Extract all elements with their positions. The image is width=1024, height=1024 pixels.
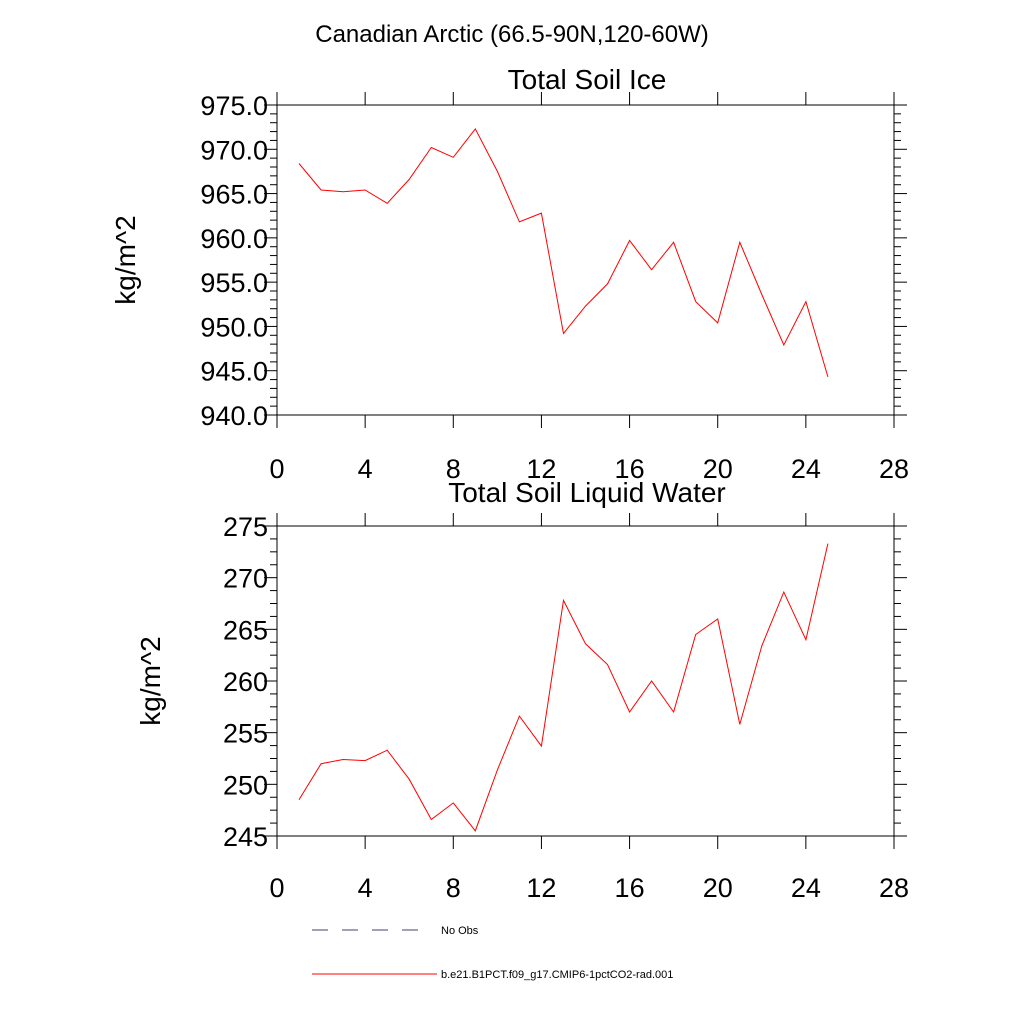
panel-title: Total Soil Liquid Water bbox=[448, 477, 726, 508]
y-tick-label: 970.0 bbox=[200, 135, 268, 165]
y-tick-label: 975.0 bbox=[200, 91, 268, 121]
y-tick-label: 255 bbox=[223, 719, 268, 749]
y-tick-label: 955.0 bbox=[200, 268, 268, 298]
x-tick-label: 24 bbox=[791, 454, 821, 484]
panel-title: Total Soil Ice bbox=[508, 64, 667, 95]
legend-label: No Obs bbox=[441, 925, 479, 937]
x-tick-label: 4 bbox=[358, 873, 373, 903]
legend-label: b.e21.B1PCT.f09_g17.CMIP6-1pctCO2-rad.00… bbox=[441, 969, 673, 981]
x-tick-label: 20 bbox=[703, 454, 733, 484]
x-tick-label: 20 bbox=[703, 873, 733, 903]
y-axis-label: kg/m^2 bbox=[110, 215, 141, 304]
y-tick-label: 940.0 bbox=[200, 401, 268, 431]
y-tick-label: 265 bbox=[223, 615, 268, 645]
chart-panel-soil-ice: Total Soil Ice 0 4 8 12 16 20 24 28 940.0 945.0 95… bbox=[110, 64, 909, 484]
x-tick-label: 4 bbox=[358, 454, 373, 484]
x-tick-label: 28 bbox=[879, 454, 909, 484]
y-tick-label: 270 bbox=[223, 564, 268, 594]
axes-frame: 0 4 8 12 16 20 24 28 245 250 255 260 265 270 275 kg/m^2 bbox=[135, 512, 909, 903]
series-layer bbox=[298, 543, 829, 832]
x-tick-label: 8 bbox=[446, 454, 461, 484]
x-tick-label: 24 bbox=[791, 873, 821, 903]
y-tick-label: 250 bbox=[223, 770, 268, 800]
axes-frame: 0 4 8 12 16 20 24 28 940.0 945.0 950.0 955.0 960.0 96… bbox=[110, 91, 909, 484]
chart-panel-soil-liquid-water: Total Soil Liquid Water 0 4 8 12 16 20 24 28 245… bbox=[135, 477, 909, 903]
x-tick-label: 16 bbox=[615, 454, 645, 484]
figure-main-title: Canadian Arctic (66.5-90N,120-60W) bbox=[315, 21, 709, 48]
x-tick-label: 0 bbox=[269, 454, 284, 484]
plot-frame bbox=[276, 525, 895, 837]
legend-entry-no-obs: No Obs bbox=[312, 925, 479, 937]
y-tick-label: 960.0 bbox=[200, 224, 268, 254]
y-tick-label: 275 bbox=[223, 512, 268, 542]
y-tick-label: 965.0 bbox=[200, 180, 268, 210]
series-layer bbox=[298, 127, 829, 378]
x-tick-label: 8 bbox=[446, 873, 461, 903]
x-tick-label: 16 bbox=[615, 873, 645, 903]
x-tick-label: 28 bbox=[879, 873, 909, 903]
y-tick-label: 950.0 bbox=[200, 312, 268, 342]
series-line bbox=[298, 127, 829, 378]
y-tick-label: 260 bbox=[223, 667, 268, 697]
series-line bbox=[298, 543, 829, 832]
plot-frame bbox=[276, 104, 895, 416]
legend-entry-model: b.e21.B1PCT.f09_g17.CMIP6-1pctCO2-rad.00… bbox=[312, 969, 673, 981]
y-axis-label: kg/m^2 bbox=[135, 636, 166, 725]
x-tick-label: 12 bbox=[526, 873, 556, 903]
y-tick-label: 245 bbox=[223, 822, 268, 852]
y-tick-label: 945.0 bbox=[200, 357, 268, 387]
legend: No Obs b.e21.B1PCT.f09_g17.CMIP6-1pctCO2… bbox=[312, 925, 673, 981]
x-tick-label: 0 bbox=[269, 873, 284, 903]
x-tick-label: 12 bbox=[526, 454, 556, 484]
